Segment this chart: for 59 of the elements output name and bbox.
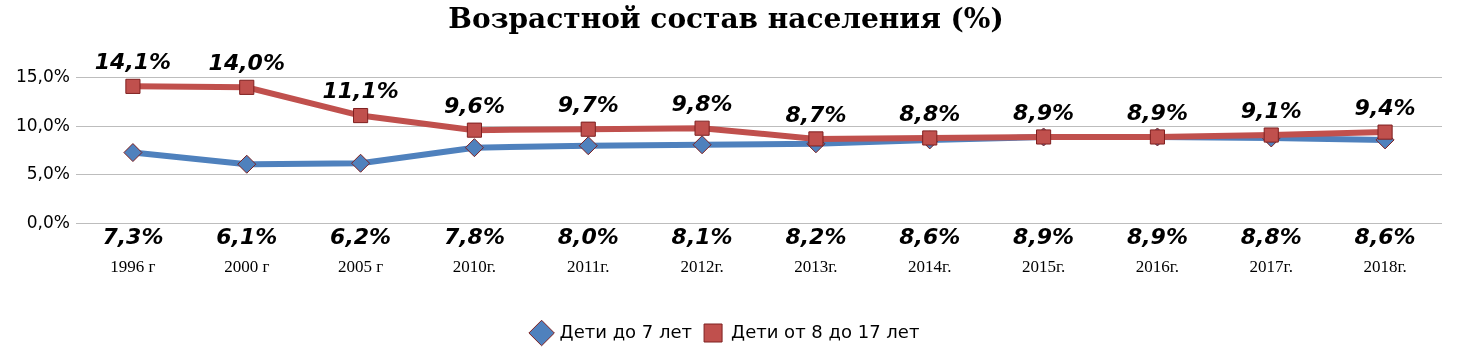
data-label: 6,1% (216, 224, 278, 250)
x-tick-label: 2016г. (1135, 257, 1180, 277)
data-label: 8,1% (671, 224, 733, 250)
data-label: 8,9% (1126, 99, 1188, 125)
data-label: 11,1% (322, 78, 399, 104)
chart-title: Возрастной состав населения (%) (448, 2, 1004, 36)
data-label: 9,7% (557, 91, 619, 117)
data-label: 8,9% (1013, 224, 1075, 250)
data-label: 9,8% (671, 90, 733, 116)
point (466, 122, 482, 138)
point (125, 78, 141, 94)
point (239, 79, 255, 95)
data-label: 8,6% (1354, 224, 1416, 250)
data-label: 8,9% (1013, 99, 1075, 125)
x-tick-label: 2017г. (1249, 257, 1293, 277)
legend-label: Дети от 8 до 17 лет (731, 320, 920, 342)
x-tick-label: 2013г. (794, 257, 838, 277)
data-label: 9,4% (1354, 94, 1416, 120)
data-label: 9,1% (1240, 97, 1302, 123)
point (694, 120, 710, 136)
point (353, 107, 369, 124)
x-tick-label: 2005 г (337, 257, 384, 277)
data-label: 9,6% (443, 92, 505, 118)
data-label: 8,8% (1240, 224, 1302, 250)
point (578, 136, 598, 156)
point (1263, 127, 1279, 143)
data-label: 7,3% (102, 224, 164, 250)
x-tick-label: 2010г. (452, 257, 497, 277)
data-label: 8,0% (557, 224, 619, 250)
data-label: 7,8% (443, 224, 505, 250)
x-tick-label: 2014г. (908, 257, 952, 277)
data-label: 14,0% (208, 50, 285, 76)
point (580, 121, 596, 137)
y-tick-label: 5,0% (26, 163, 70, 184)
x-tick-label: 2018г. (1363, 257, 1407, 277)
data-label: 8,6% (899, 224, 961, 250)
data-label: 6,2% (330, 224, 392, 250)
point (692, 135, 712, 155)
point (351, 153, 371, 173)
point (123, 143, 143, 163)
legend-label: Дети до 7 лет (559, 320, 693, 342)
x-tick-label: 2011г. (566, 257, 610, 277)
point (808, 131, 824, 147)
point (1377, 124, 1393, 140)
y-tick-label: 15,0% (15, 66, 70, 87)
x-tick-label: 2012г. (680, 257, 724, 277)
point (464, 138, 484, 158)
point (922, 130, 938, 146)
data-label: 8,9% (1126, 224, 1188, 250)
x-tick-label: 2000 г (224, 257, 270, 277)
y-tick-label: 0,0% (26, 212, 70, 233)
data-label: 8,7% (785, 101, 847, 127)
data-label: 8,8% (899, 100, 961, 126)
x-tick-label: 2015г. (1021, 257, 1066, 277)
data-label: 8,2% (785, 224, 847, 250)
point (237, 154, 257, 174)
data-label: 14,1% (94, 49, 172, 75)
x-tick-label: 1996 г (110, 257, 156, 277)
y-tick-label: 10,0% (15, 114, 70, 135)
